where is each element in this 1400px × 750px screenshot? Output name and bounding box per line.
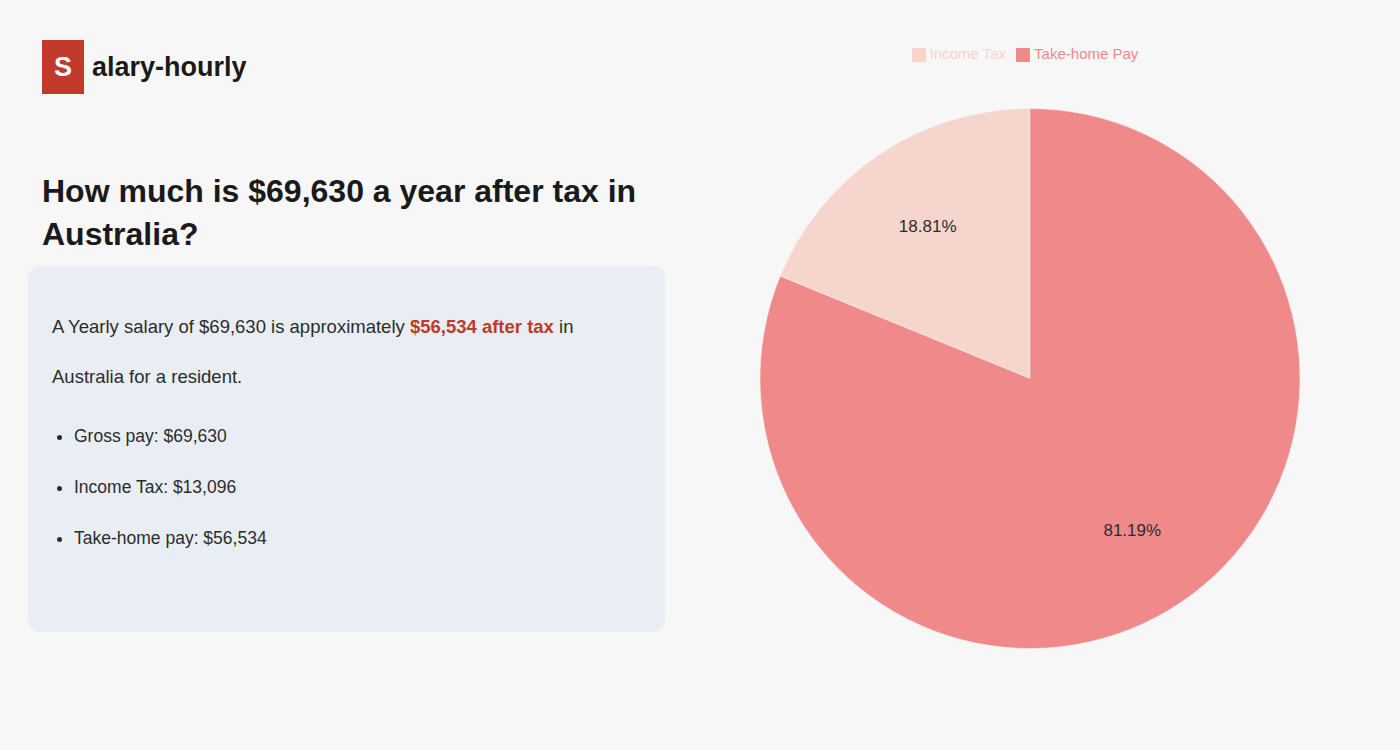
html-text:Australia for a resident.: Australia for a resident. [52, 366, 243, 387]
svg-text:81.19%: 81.19% [1103, 521, 1161, 540]
html-text:alary-hourly: alary-hourly [92, 51, 247, 82]
html-text:Take-home Pay: Take-home Pay [1034, 45, 1139, 62]
html-text:Take-home pay: $56,534: Take-home pay: $56,534 [74, 528, 267, 548]
html-text:S: S [54, 51, 72, 82]
html-text:Gross pay: $69,630: Gross pay: $69,630 [74, 426, 227, 446]
html-text:A Yearly salary of $69,630 is: A Yearly salary of $69,630 is approximat… [52, 316, 574, 337]
html-text:Income Tax: Income Tax [929, 45, 1007, 62]
svg-text:18.81%: 18.81% [899, 217, 957, 236]
html-text:How much is $69,630 a year aft: How much is $69,630 a year after tax in … [42, 173, 637, 253]
html-text:Income Tax: $13,096: Income Tax: $13,096 [74, 477, 237, 497]
